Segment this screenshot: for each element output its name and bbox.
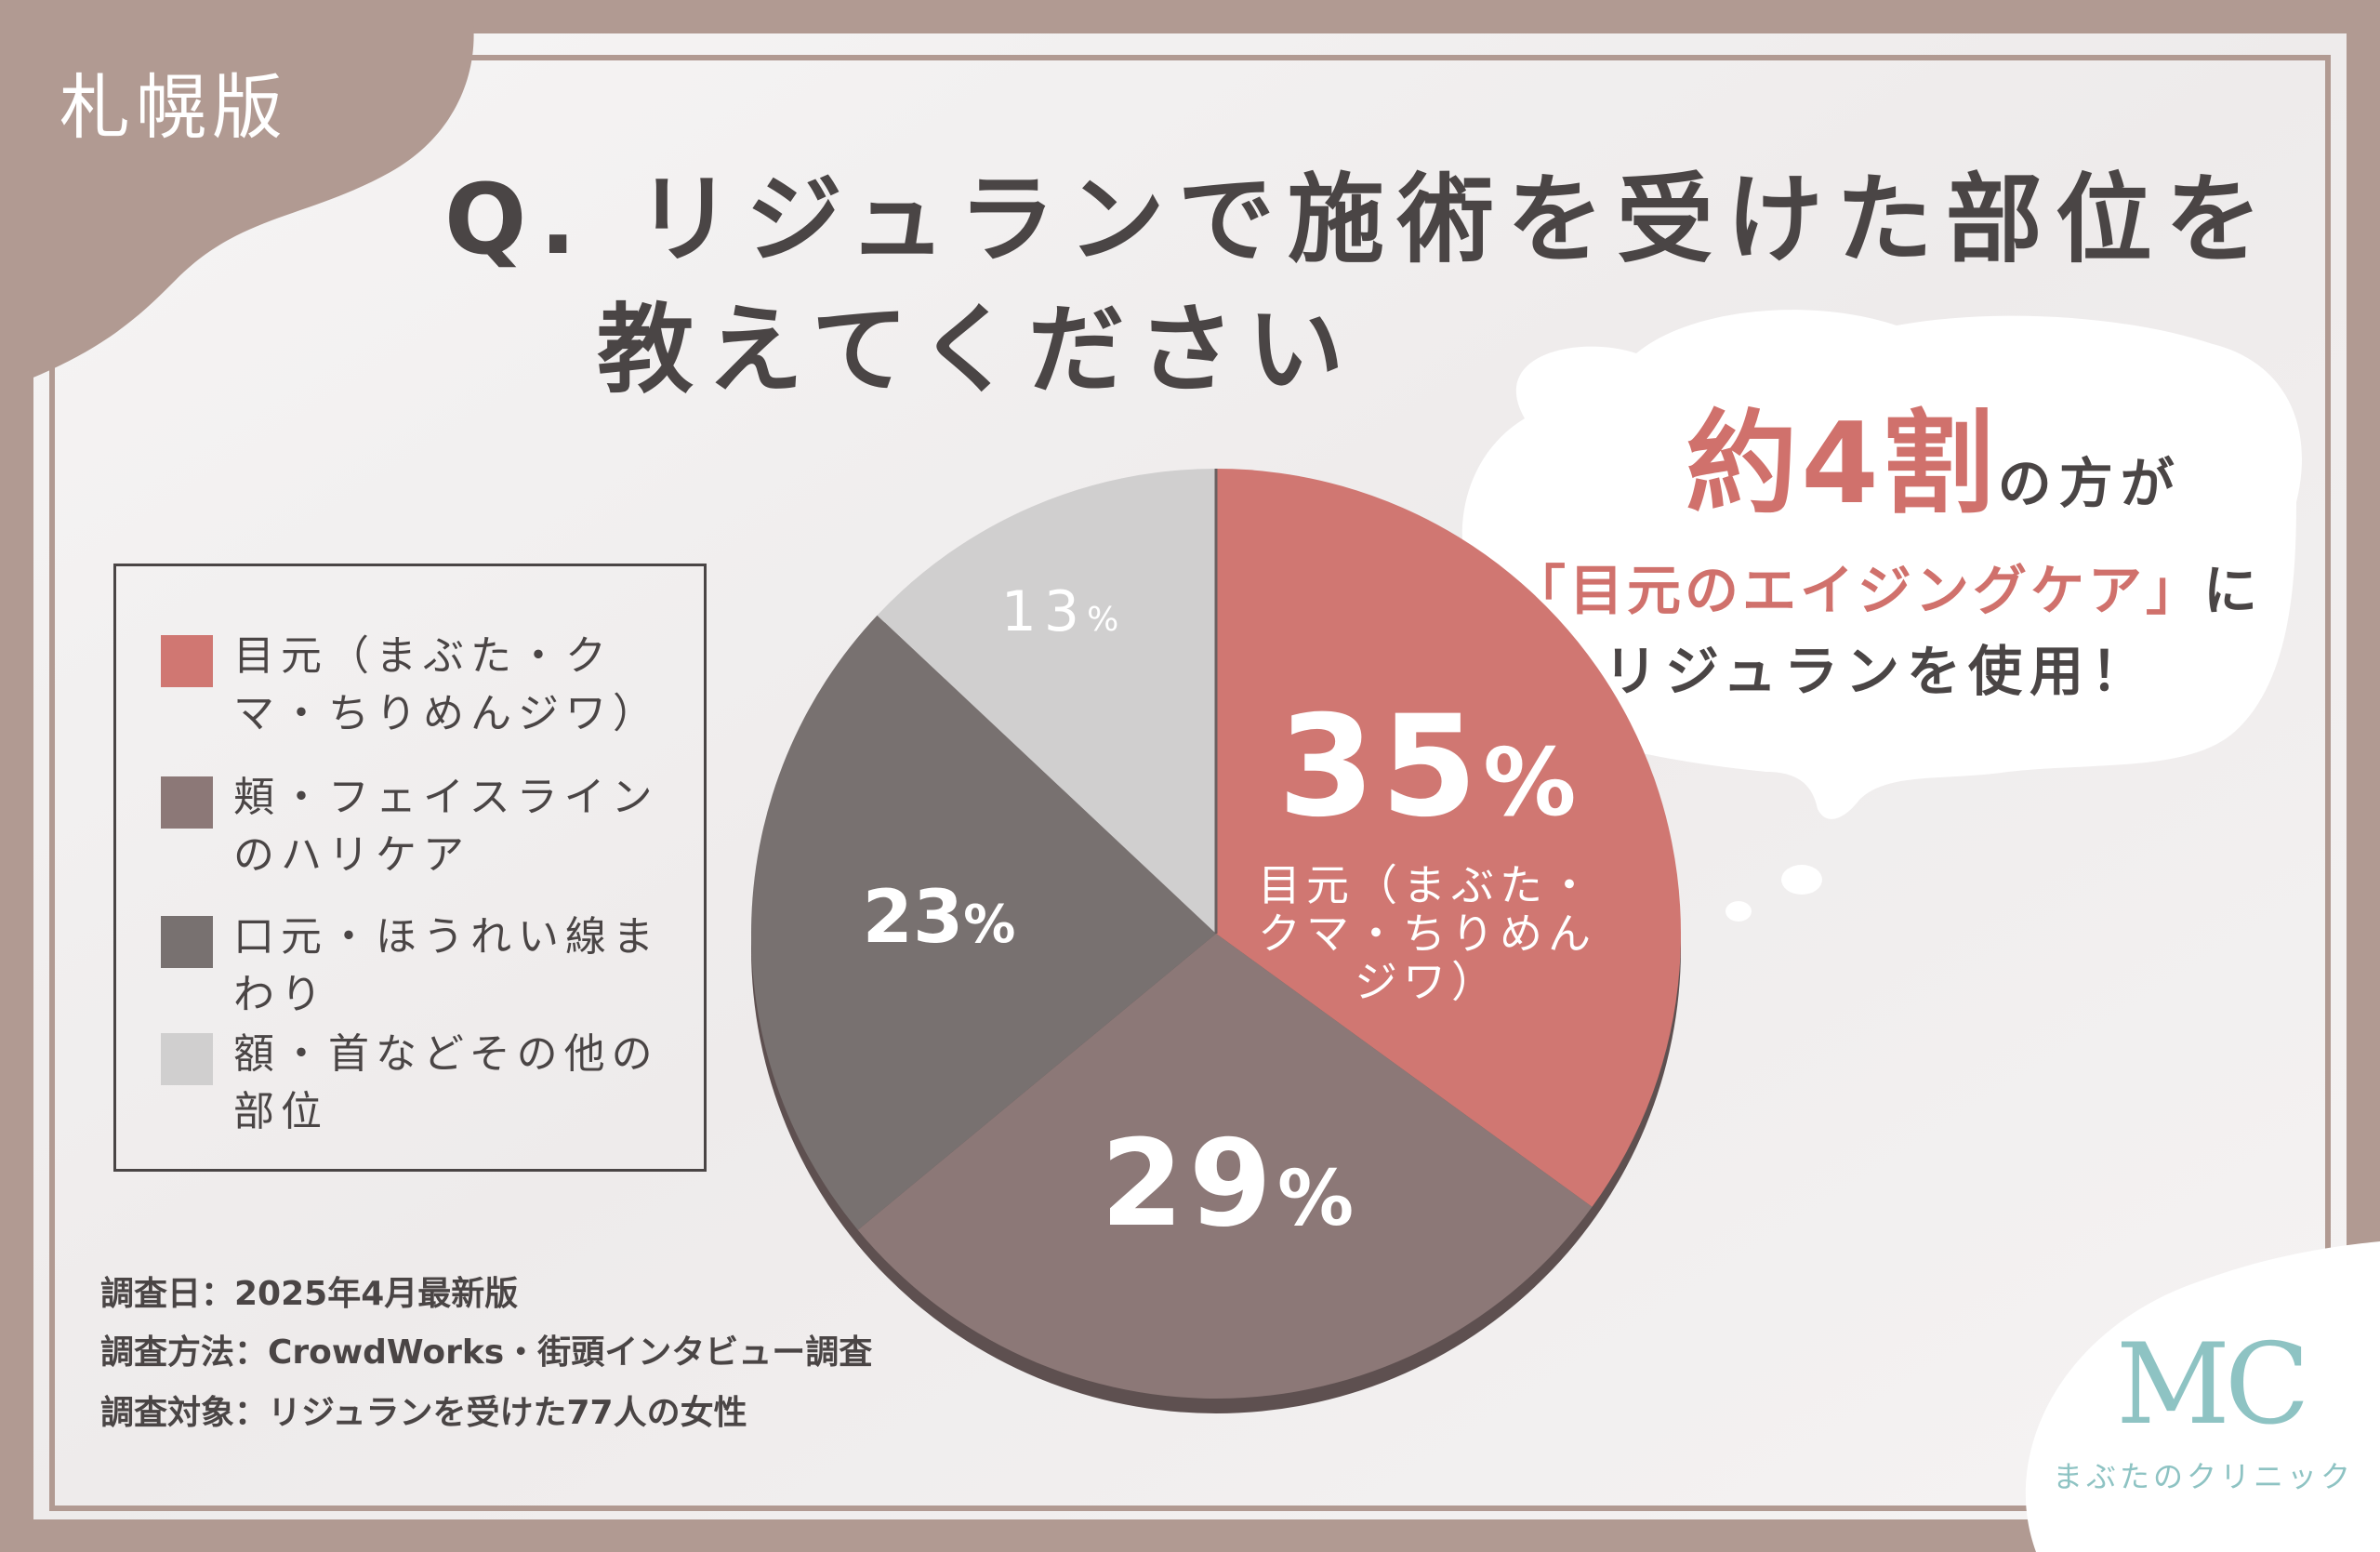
slice-label-mouth: 23%	[837, 882, 1041, 954]
legend-swatch-other	[161, 1033, 213, 1085]
slice-unit-mouth: %	[963, 895, 1016, 955]
callout-line1-rest: の方が	[1997, 452, 2182, 515]
brand-name: まぶたのクリニック	[2052, 1459, 2354, 1494]
callout-bubble	[1458, 310, 2302, 819]
slice-sublabel-eye-line-3: ジワ）	[1355, 957, 1500, 1007]
legend-swatch-eye	[161, 635, 213, 687]
slice-label-other: 13%	[985, 584, 1134, 640]
slice-unit-eye: %	[1483, 728, 1577, 837]
callout-line-2: 「目元のエイジングケア」に	[1478, 564, 2296, 617]
slice-sublabel-eye: 目元（まぶた・ クマ・ちりめん ジワ）	[1236, 861, 1618, 1006]
pie-slice-eye	[1216, 469, 1682, 1207]
pie-slice-cheek	[857, 934, 1593, 1399]
legend-label-other: 額・首などその他の部位	[233, 1030, 659, 1135]
slice-sublabel-eye-line-2: クマ・ちりめん	[1258, 909, 1596, 959]
slice-value-mouth: 23	[862, 876, 964, 960]
legend-swatch-mouth	[161, 916, 213, 968]
legend-label-mouth: 口元・ほうれい線まわり	[233, 913, 660, 1018]
callout-line-1: 約4割の方が	[1599, 409, 2268, 521]
chart-legend: 目元（まぶた・クマ・ちりめんジワ） 頬・フェイスラインのハリケア 口元・ほうれい…	[113, 564, 707, 1172]
slice-unit-other: %	[1087, 601, 1119, 639]
inner-frame	[49, 55, 2331, 1511]
slice-label-eye: 35%	[1274, 697, 1580, 837]
region-tag: 札幌版	[60, 66, 288, 149]
corner-tab	[0, 0, 474, 391]
callout-highlight: 約4割	[1686, 400, 1998, 529]
slice-sublabel-eye-line-1: 目元（まぶた・	[1258, 860, 1596, 910]
brand-logo: MC	[2116, 1320, 2310, 1450]
brand-corner	[2025, 1241, 2380, 1552]
slice-value-other: 13	[1000, 579, 1088, 644]
question-title-line-1: Q. リジュランで施術を受けた部位を	[444, 163, 2275, 276]
pie-slice-other	[877, 469, 1216, 934]
legend-label-cheek: 頬・フェイスラインのハリケア	[233, 774, 659, 879]
slice-value-cheek: 29	[1100, 1115, 1277, 1254]
slice-unit-cheek: %	[1276, 1155, 1355, 1243]
question-title-line-2: 教えてください	[597, 293, 1357, 406]
pie-chart	[751, 469, 1682, 1413]
legend-label-eye: 目元（まぶた・クマ・ちりめんジワ）	[233, 632, 660, 737]
slice-label-cheek: 29%	[1069, 1125, 1385, 1244]
legend-swatch-cheek	[161, 776, 213, 829]
survey-subject: 調査対象：リジュランを受けた77人の女性	[100, 1394, 747, 1432]
bubble-dot-large	[1781, 865, 1822, 895]
callout-quote: 「目元のエイジングケア」	[1511, 559, 2203, 622]
survey-method: 調査方法：CrowdWorks・街頭インタビュー調査	[100, 1333, 873, 1372]
callout-line-3: リジュランを使用！	[1604, 640, 2152, 703]
pie-slice-mouth	[751, 615, 1216, 1230]
callout-line2-rest: に	[2203, 559, 2264, 622]
slice-value-eye: 35	[1277, 686, 1484, 848]
bubble-dot-small	[1726, 901, 1752, 922]
survey-date: 調査日：2025年4月最新版	[100, 1275, 519, 1313]
